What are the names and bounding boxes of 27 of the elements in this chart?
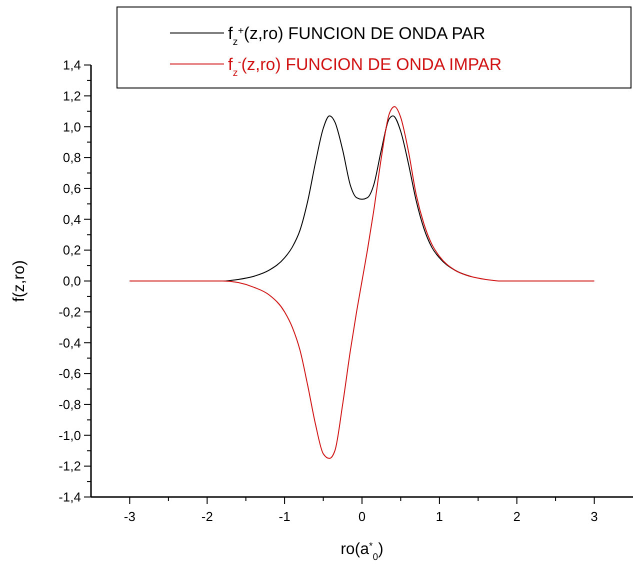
x-tick-label: 1: [436, 509, 444, 524]
y-tick-label: 0,2: [62, 242, 81, 258]
y-tick-label: -0,4: [58, 335, 81, 350]
x-tick-label: 3: [590, 509, 598, 524]
y-tick-label: -1,0: [58, 428, 81, 443]
y-tick-label: -1,4: [58, 490, 81, 505]
y-tick-label: -1,2: [58, 458, 81, 474]
y-tick-label: 1,0: [62, 119, 81, 134]
x-tick-label: 0: [358, 509, 366, 524]
x-tick-label: -1: [278, 509, 290, 524]
x-tick-label: 2: [513, 509, 520, 524]
x-tick-label: -3: [124, 509, 136, 524]
legend-label: f$_{z}$$^{-}$(z,ro) FUNCION DE ONDA IMPAR: [228, 55, 502, 78]
line-series: [129, 106, 595, 459]
legend-label: f$_{z}$$^{+}$(z,ro) FUNCION DE ONDA PAR: [228, 24, 486, 48]
y-tick-label: 0,4: [62, 212, 81, 227]
y-tick-label: 1,4: [62, 58, 81, 73]
y-tick-label: 1,2: [62, 88, 81, 104]
y-tick-label: -0,6: [58, 366, 81, 382]
x-axis-title: ro(a$^{*}$$_{0}$): [340, 540, 384, 562]
y-tick-label: 0,6: [62, 180, 81, 196]
y-tick-label: -0,2: [58, 304, 81, 320]
x-tick-label: -2: [201, 509, 213, 524]
y-tick-label: 0,8: [62, 150, 81, 166]
y-tick-label: -0,8: [58, 396, 81, 412]
y-tick-label: 0,0: [62, 274, 81, 289]
y-axis-title: f(z,ro): [11, 260, 28, 302]
